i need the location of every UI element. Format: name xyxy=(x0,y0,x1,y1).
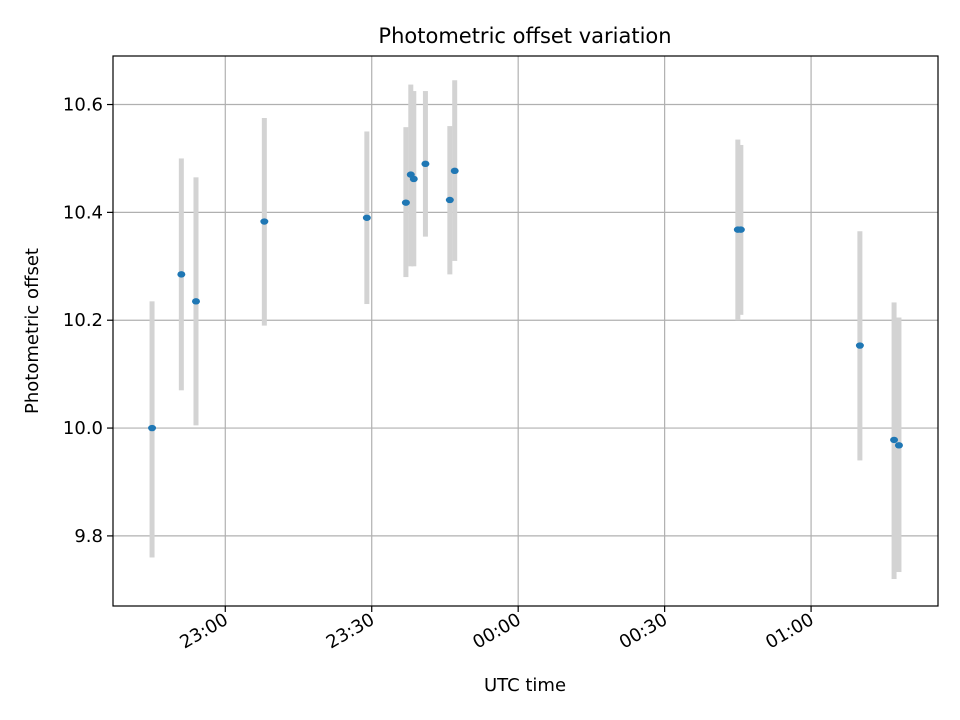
grid-lines xyxy=(113,56,938,606)
data-point xyxy=(260,218,269,225)
data-point xyxy=(450,167,459,175)
y-axis-ticks: 9.8 10.0 10.2 10.4 10.6 xyxy=(63,95,113,547)
data-points xyxy=(148,160,903,449)
data-point xyxy=(894,442,903,449)
y-tick-label: 10.6 xyxy=(63,95,103,116)
y-tick-label: 10.4 xyxy=(63,202,103,223)
data-point xyxy=(177,271,186,278)
data-point xyxy=(855,342,864,349)
data-point xyxy=(148,424,157,432)
data-point xyxy=(445,196,454,204)
data-point xyxy=(362,214,371,221)
chart-title: Photometric offset variation xyxy=(378,24,671,48)
x-axis-label: UTC time xyxy=(484,675,566,696)
data-point xyxy=(401,199,410,206)
y-tick-label: 9.8 xyxy=(74,526,103,547)
y-tick-label: 10.2 xyxy=(63,310,103,331)
y-tick-label: 10.0 xyxy=(63,418,103,439)
plot-frame xyxy=(112,55,939,607)
data-point xyxy=(409,175,418,183)
data-point xyxy=(421,160,430,168)
data-point xyxy=(736,226,745,233)
data-point xyxy=(890,436,899,444)
y-axis-label: Photometric offset xyxy=(22,248,43,414)
data-point xyxy=(191,298,200,305)
